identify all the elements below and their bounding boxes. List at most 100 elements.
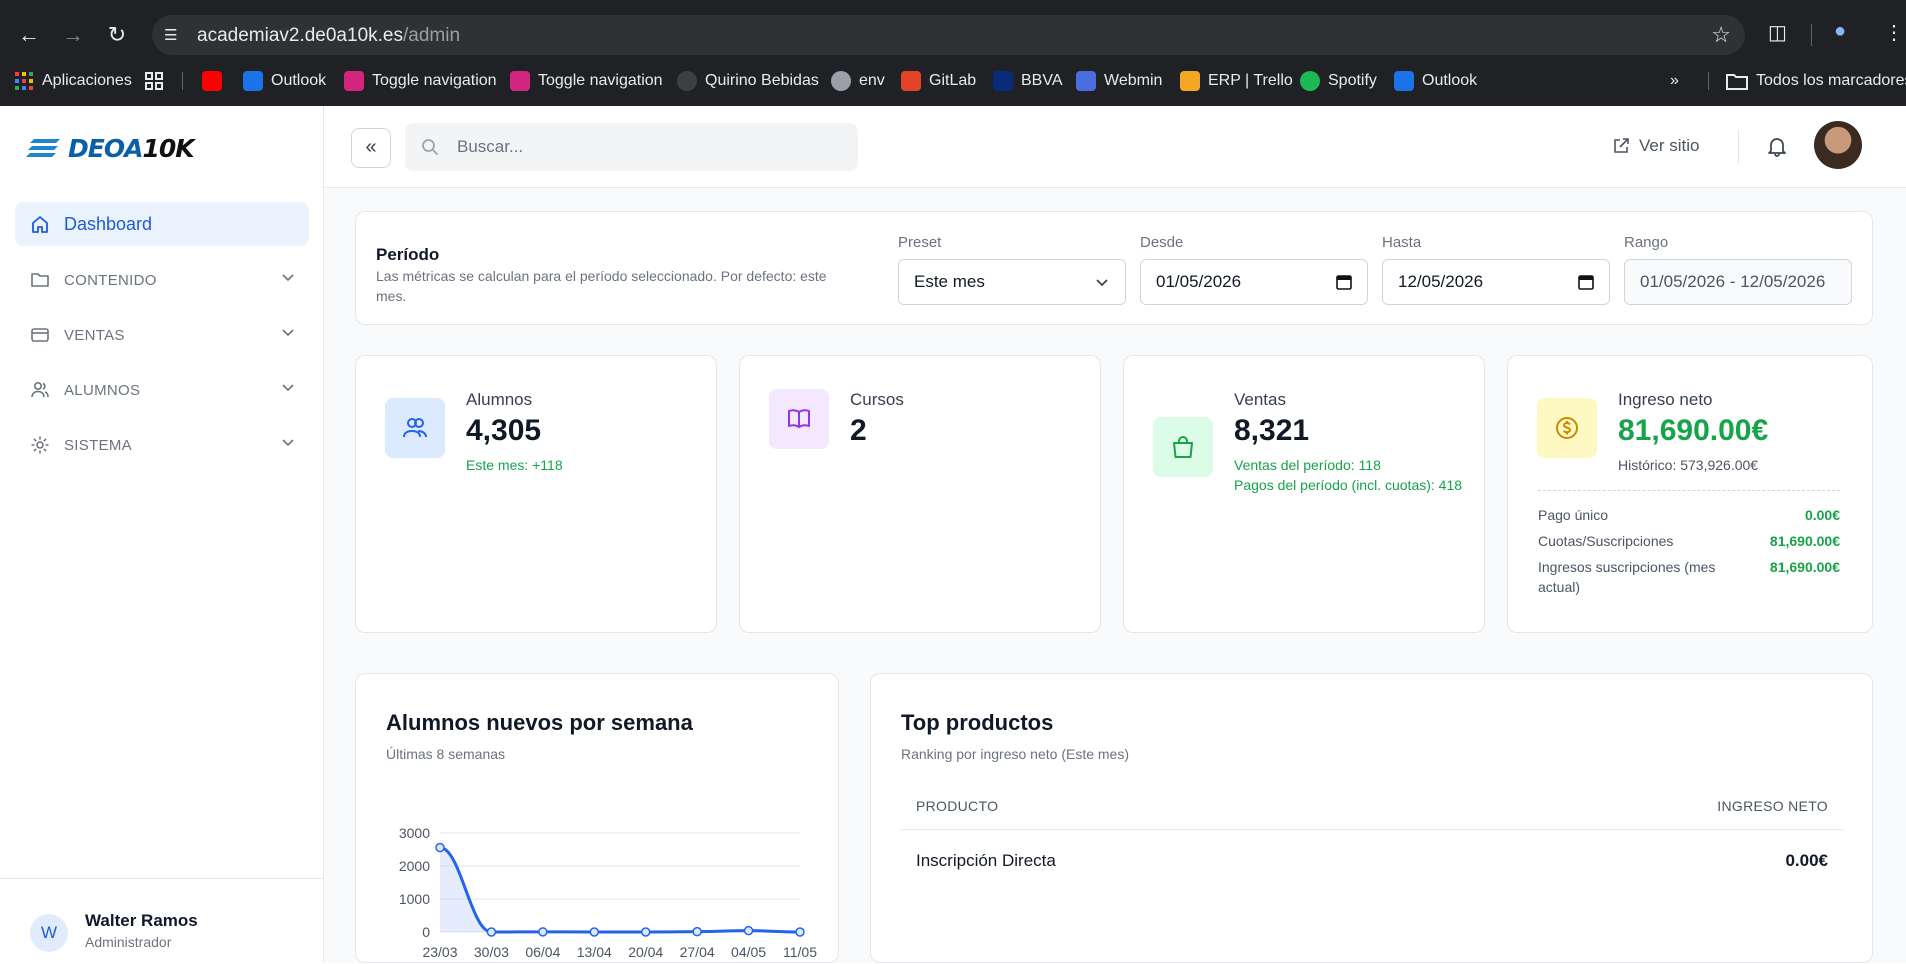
data-point [486,927,497,937]
globe-icon [831,71,851,91]
x-tick-label: 23/03 [422,944,457,960]
bell-icon[interactable] [1766,135,1788,157]
gitlab-icon [901,71,921,91]
bookmark-bbva[interactable]: BBVA [993,68,1063,94]
range-field: 01/05/2026 - 12/05/2026 [1624,259,1852,305]
topbar: « Buscar... Ver sitio [325,106,1906,188]
from-date-value: 01/05/2026 [1156,272,1242,291]
sidebar-item-label: CONTENIDO [64,271,157,289]
sidebar-item-contenido[interactable]: CONTENIDO [15,258,309,302]
external-link-icon [1614,138,1629,153]
view-site-link[interactable]: Ver sitio [1612,136,1699,156]
x-tick-label: 04/05 [731,944,766,960]
bookmark-quirino-bebidas[interactable]: Quirino Bebidas [677,68,819,94]
bbva-icon [993,71,1013,91]
tab-groups-icon[interactable] [144,68,164,94]
from-label: Desde [1140,234,1184,251]
search-input[interactable]: Buscar... [405,123,858,171]
breakdown-row: Cuotas/Suscripciones 81,690.00€ [1538,531,1840,551]
back-icon[interactable]: ← [18,22,40,47]
series-line [439,846,801,934]
sidebar-item-ventas[interactable]: VENTAS [15,313,309,357]
avatar[interactable] [1814,121,1862,169]
app-icon [677,71,697,91]
user-profile[interactable]: W Walter Ramos Administrador [0,878,324,963]
chevron-down-icon [282,384,294,392]
to-date-input[interactable]: 12/05/2026 [1382,259,1610,305]
bookmark-outlook[interactable]: Outlook [1394,68,1477,94]
bookmark-label: env [859,72,885,89]
bookmark-gitlab[interactable]: GitLab [901,68,976,94]
breakdown-row: Ingresos suscripciones (mes actual) 81,69… [1538,557,1840,597]
reload-icon[interactable]: ↻ [107,22,127,47]
sidebar-item-dashboard[interactable]: Dashboard [15,202,309,246]
bookmark-erp-trello[interactable]: ERP | Trello [1180,68,1293,94]
bookmark-label: ERP | Trello [1208,72,1293,89]
sidebar-item-label: ALUMNOS [64,381,141,399]
logo[interactable]: DEOA10K [26,134,195,163]
bookmark-label: Outlook [271,72,327,89]
sidebar-item-sistema[interactable]: SISTEMA [15,423,309,467]
bookmark-webmin[interactable]: Webmin [1076,68,1162,94]
bookmark-star-icon[interactable]: ☆ [1711,22,1731,47]
search-placeholder: Buscar... [457,137,524,156]
stat-value: 2 [850,414,867,447]
x-tick-label: 11/05 [783,944,817,960]
extensions-icon[interactable]: ◫ [1768,22,1787,44]
spotify-icon [1300,71,1320,91]
all-bookmarks-folder[interactable]: Todos los marcadores [1726,68,1906,94]
apps-grid-icon [15,72,33,90]
preset-select[interactable]: Este mes [898,259,1126,305]
weekly-students-chart: 0 1000 2000 3000 23/03 30/03 06/04 13/04 20/04 27… [399,825,817,960]
calendar-icon[interactable] [1335,273,1353,291]
stat-subtext: Histórico: 573,926.00€ [1618,457,1759,473]
data-point [435,842,445,853]
sidebar-item-label: SISTEMA [64,436,132,454]
home-icon [32,216,48,233]
forward-icon[interactable]: → [62,22,84,47]
breakdown-row: Pago único 0.00€ [1538,505,1840,525]
data-point [795,927,805,937]
table-row[interactable]: Inscripción Directa 0.00€ [901,831,1843,889]
sidebar-item-alumnos[interactable]: ALUMNOS [15,368,309,412]
bookmark-apps[interactable]: Aplicaciones [14,68,132,94]
preset-value: Este mes [914,272,985,291]
url-text[interactable]: academiav2.de0a10k.es/admin [197,25,461,46]
stat-label: Alumnos [466,390,533,409]
address-bar[interactable]: ☰ academiav2.de0a10k.es/admin ☆ [152,15,1745,55]
youtube-icon [202,71,222,91]
app-icon [344,71,364,91]
bookmarks-bar: Aplicaciones Outlook Toggle navigation T… [0,68,1906,94]
folder-icon [31,273,49,287]
data-point [589,927,600,937]
more-bookmarks-icon[interactable]: » [1670,72,1679,89]
menu-icon[interactable]: ⋮ [1884,22,1904,44]
x-tick-label: 20/04 [628,944,663,960]
calendar-icon[interactable] [1577,273,1595,291]
bookmark-spotify[interactable]: Spotify [1300,68,1377,94]
income-breakdown: Pago único 0.00€ Cuotas/Suscripciones 81,6… [1538,490,1840,603]
url-row: ← → ↻ ☰ academiav2.de0a10k.es/admin ☆ ◫ … [0,12,1906,58]
site-info-icon[interactable]: ☰ [164,27,178,44]
bookmark-env[interactable]: env [831,68,885,94]
payments-period: Pagos del período (incl. cuotas): 418 [1234,477,1463,493]
collapse-sidebar-button[interactable]: « [351,128,391,168]
bookmark-label: GitLab [929,72,977,89]
bookmark-label: Spotify [1328,72,1377,89]
series-area [440,847,800,932]
from-date-input[interactable]: 01/05/2026 [1140,259,1368,305]
sidebar-item-label: Dashboard [64,213,153,234]
webmin-icon [1076,71,1096,91]
x-tick-label: 13/04 [577,944,612,960]
profile-icon[interactable]: ● [1834,20,1847,42]
table-header: PRODUCTO INGRESO NETO [901,784,1843,830]
bookmark-toggle-navigation[interactable]: Toggle navigation [510,68,663,94]
sales-period: Ventas del período: 118 [1234,457,1381,473]
bookmark-toggle-navigation[interactable]: Toggle navigation [344,68,497,94]
section-subtitle: Ranking por ingreso neto (Este mes) [901,746,1129,762]
product-name: Inscripción Directa [916,851,1056,870]
bookmark-outlook[interactable]: Outlook [243,68,326,94]
bookmark-youtube[interactable] [202,68,230,94]
bookmark-label: Outlook [1422,72,1478,89]
bookmark-label: Todos los marcadores [1756,72,1906,89]
